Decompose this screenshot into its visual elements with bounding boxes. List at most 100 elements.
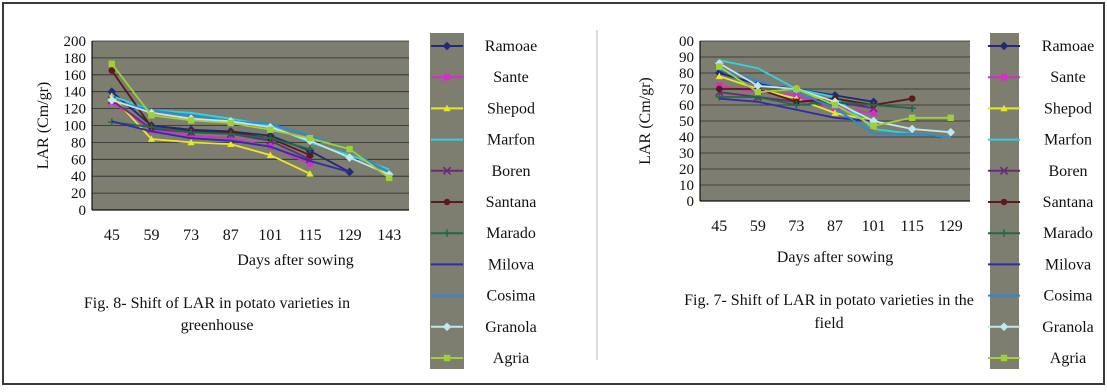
- series-line: [111, 121, 311, 151]
- x-tick-label: 45: [104, 227, 120, 244]
- legend-label: Agria: [493, 350, 529, 367]
- legend-label: Sante: [1050, 69, 1086, 86]
- data-point: [306, 151, 314, 159]
- legend-label: Agria: [1050, 350, 1086, 367]
- data-point: [306, 134, 314, 142]
- data-point: [227, 119, 234, 127]
- data-point: [908, 114, 916, 121]
- y-tick-label: 20: [71, 186, 86, 202]
- series-line: [719, 96, 913, 110]
- data-point: [908, 95, 916, 102]
- data-point: [345, 153, 354, 162]
- x-tick-label: 59: [750, 218, 766, 235]
- data-point: [187, 117, 195, 124]
- series-line: [111, 95, 311, 175]
- caption-line: Fig. 8- Shift of LAR in potato varieties…: [84, 295, 350, 312]
- legend: Ramoae Sante Shepod Marfon Boren Santana Marad…: [988, 33, 1094, 369]
- data-point: [306, 160, 314, 167]
- legend-label: Boren: [1048, 163, 1087, 180]
- x-tick-label: 143: [377, 227, 401, 244]
- data-point: [108, 60, 116, 68]
- data-point: [227, 130, 235, 138]
- legend-label: Boren: [491, 163, 530, 180]
- legend-key-marker: [1000, 198, 1008, 206]
- x-tick-label: 73: [183, 227, 199, 244]
- legend-label: Marado: [1043, 225, 1093, 242]
- y-tick-label: 10: [679, 178, 694, 194]
- data-point: [148, 112, 155, 119]
- y-tick-label: 00: [679, 34, 694, 50]
- series-agria: [716, 63, 954, 129]
- y-tick-label: 60: [71, 152, 86, 168]
- series-agria: [108, 60, 393, 182]
- data-point: [147, 135, 156, 142]
- data-point: [908, 104, 916, 112]
- legend-key-marker: [443, 229, 451, 237]
- legend-key-marker: [1000, 74, 1008, 81]
- data-point: [870, 122, 877, 129]
- caption-line: greenhouse: [181, 317, 254, 334]
- series-marado: [108, 118, 314, 153]
- caption-line: field: [814, 315, 843, 332]
- data-point: [108, 67, 116, 74]
- data-point: [870, 109, 877, 117]
- legend-label: Ramoae: [485, 38, 537, 55]
- data-point: [147, 123, 156, 131]
- legend-label: Cosima: [487, 288, 536, 305]
- legend-label: Shepod: [1044, 100, 1092, 117]
- legend-key-marker: [442, 41, 452, 51]
- legend-label: Milova: [1045, 256, 1091, 273]
- legend-label: Shepod: [487, 100, 535, 117]
- legend-label: Cosima: [1044, 288, 1093, 305]
- legend-key-marker: [442, 166, 452, 175]
- legend-key-marker: [999, 41, 1009, 51]
- y-tick-label: 50: [679, 114, 694, 130]
- legend-key-marker: [1000, 354, 1008, 362]
- data-point: [107, 95, 117, 105]
- legend-label: Sante: [493, 69, 529, 86]
- figure-caption: Fig. 7- Shift of LAR in potato varieties…: [684, 292, 974, 332]
- y-axis-title: LAR (Cm/gr): [637, 77, 654, 165]
- legend-label: Santana: [486, 194, 537, 211]
- data-point: [831, 109, 839, 116]
- caption-line: Fig. 7- Shift of LAR in potato varieties…: [684, 292, 974, 309]
- y-tick-label: 80: [679, 66, 694, 82]
- y-tick-label: 60: [679, 98, 694, 114]
- y-tick-label: 140: [64, 85, 87, 101]
- series-line: [111, 63, 390, 179]
- data-point: [187, 138, 195, 146]
- series-line: [719, 97, 874, 122]
- legend-key-marker: [999, 322, 1009, 332]
- x-tick-label: 45: [711, 218, 727, 235]
- data-point: [306, 170, 314, 177]
- x-tick-label: 87: [223, 227, 239, 244]
- y-tick-label: 120: [64, 102, 87, 118]
- x-tick-label: 115: [900, 218, 923, 235]
- legend-key-marker: [999, 166, 1009, 175]
- legend-key-marker: [1000, 229, 1008, 237]
- data-point: [227, 134, 234, 142]
- x-tick-label: 129: [338, 227, 362, 244]
- y-tick-label: 30: [679, 146, 694, 162]
- data-point: [306, 145, 314, 153]
- x-tick-label: 59: [143, 227, 159, 244]
- data-point: [385, 174, 393, 182]
- series-shepod: [108, 92, 314, 177]
- legend-label: Santana: [1043, 194, 1094, 211]
- y-tick-label: 100: [64, 119, 87, 135]
- outer-frame: [2, 2, 1105, 385]
- y-axis-title: LAR (Cm/gr): [35, 82, 52, 170]
- legend-label: Granola: [1042, 319, 1094, 336]
- legend-key-marker: [443, 74, 451, 81]
- data-point: [266, 134, 274, 142]
- x-axis-title: Days after sowing: [237, 252, 353, 269]
- data-point: [792, 101, 801, 109]
- data-point: [227, 140, 235, 147]
- data-point: [869, 101, 878, 109]
- x-tick-label: 115: [298, 227, 321, 244]
- legend-label: Marfon: [487, 132, 535, 149]
- legend: Ramoae Sante Shepod Marfon Boren Santana Marad…: [430, 33, 537, 369]
- data-point: [947, 114, 954, 121]
- y-tick-label: 80: [71, 135, 86, 151]
